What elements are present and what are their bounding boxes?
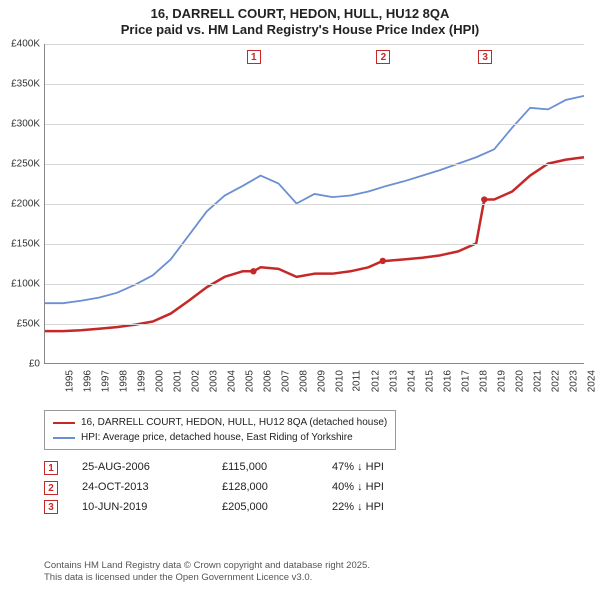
sale-price: £128,000 — [222, 478, 332, 498]
sale-date: 10-JUN-2019 — [82, 498, 222, 518]
sale-marker-box: 3 — [478, 50, 492, 64]
legend-swatch — [53, 437, 75, 439]
sale-date: 25-AUG-2006 — [82, 458, 222, 478]
x-tick-label: 2024 — [586, 370, 600, 392]
gridline-h — [45, 124, 584, 125]
footnote: Contains HM Land Registry data © Crown c… — [44, 560, 580, 584]
legend-swatch — [53, 422, 75, 424]
gridline-h — [45, 324, 584, 325]
sale-delta: 22% ↓ HPI — [332, 498, 452, 518]
y-tick-label: £100K — [6, 279, 40, 290]
sale-delta: 40% ↓ HPI — [332, 478, 452, 498]
y-tick-label: £300K — [6, 119, 40, 130]
y-tick-label: £0 — [6, 359, 40, 370]
title-block: 16, DARRELL COURT, HEDON, HULL, HU12 8QA… — [0, 0, 600, 41]
sales-table: 1 25-AUG-2006£115,00047% ↓ HPI 2 24-OCT-201… — [44, 458, 452, 517]
sale-price: £205,000 — [222, 498, 332, 518]
gridline-h — [45, 84, 584, 85]
sale-row: 2 24-OCT-2013£128,00040% ↓ HPI — [44, 478, 452, 498]
chart-container: 16, DARRELL COURT, HEDON, HULL, HU12 8QA… — [0, 0, 600, 590]
gridline-h — [45, 204, 584, 205]
sale-number-box: 1 — [44, 461, 58, 475]
legend: 16, DARRELL COURT, HEDON, HULL, HU12 8QA… — [44, 410, 396, 450]
sale-number-box: 3 — [44, 500, 58, 514]
sale-row: 1 25-AUG-2006£115,00047% ↓ HPI — [44, 458, 452, 478]
gridline-h — [45, 164, 584, 165]
gridline-h — [45, 244, 584, 245]
y-tick-label: £200K — [6, 199, 40, 210]
y-tick-label: £50K — [6, 319, 40, 330]
sale-marker-box: 2 — [376, 50, 390, 64]
sale-row: 3 10-JUN-2019£205,00022% ↓ HPI — [44, 498, 452, 518]
chart-area: £0£50K£100K£150K£200K£250K£300K£350K£400… — [6, 44, 590, 400]
footnote-line-2: This data is licensed under the Open Gov… — [44, 572, 580, 584]
sale-dot — [481, 196, 487, 202]
sale-dot — [380, 258, 386, 264]
sale-price: £115,000 — [222, 458, 332, 478]
legend-label: HPI: Average price, detached house, East… — [81, 430, 353, 445]
y-tick-label: £150K — [6, 239, 40, 250]
gridline-h — [45, 284, 584, 285]
sale-dot — [250, 268, 256, 274]
title-line-2: Price paid vs. HM Land Registry's House … — [8, 22, 592, 38]
y-tick-label: £250K — [6, 159, 40, 170]
legend-label: 16, DARRELL COURT, HEDON, HULL, HU12 8QA… — [81, 415, 387, 430]
sale-marker-box: 1 — [247, 50, 261, 64]
footnote-line-1: Contains HM Land Registry data © Crown c… — [44, 560, 580, 572]
sale-number-box: 2 — [44, 481, 58, 495]
gridline-h — [45, 44, 584, 45]
legend-row: 16, DARRELL COURT, HEDON, HULL, HU12 8QA… — [53, 415, 387, 430]
sale-date: 24-OCT-2013 — [82, 478, 222, 498]
title-line-1: 16, DARRELL COURT, HEDON, HULL, HU12 8QA — [8, 6, 592, 22]
legend-row: HPI: Average price, detached house, East… — [53, 430, 387, 445]
series-line — [45, 96, 584, 303]
sale-delta: 47% ↓ HPI — [332, 458, 452, 478]
y-tick-label: £400K — [6, 39, 40, 50]
y-tick-label: £350K — [6, 79, 40, 90]
plot-area: 1 2 3 — [44, 44, 584, 364]
